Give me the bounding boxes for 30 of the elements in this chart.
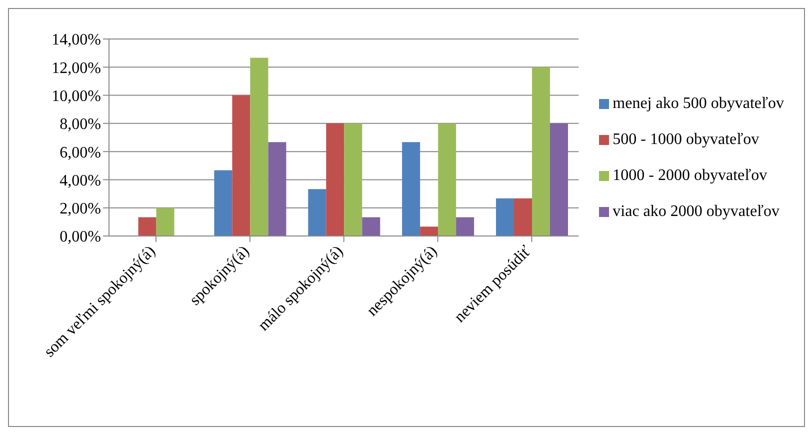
bar <box>268 142 286 236</box>
bar <box>250 58 268 236</box>
legend-label: viac ako 2000 obyvateľov <box>612 202 780 220</box>
bar <box>420 226 438 236</box>
bar <box>326 123 344 236</box>
bar <box>438 123 456 236</box>
y-tick-label: 8,00% <box>60 116 101 134</box>
bar <box>532 67 550 236</box>
bar <box>214 170 232 236</box>
bar <box>496 198 514 236</box>
bar <box>402 142 420 236</box>
y-tick-label: 10,00% <box>52 88 101 105</box>
y-tick-label: 12,00% <box>52 60 101 77</box>
bar <box>514 198 532 236</box>
bar <box>362 217 380 236</box>
legend-label: menej ako 500 obyvateľov <box>612 94 784 112</box>
bar <box>308 189 326 236</box>
bar <box>156 208 174 236</box>
y-tick-label: 0,00% <box>60 228 101 246</box>
bar <box>456 217 474 236</box>
y-tick-label: 6,00% <box>60 144 101 162</box>
bar <box>138 217 156 236</box>
legend-label: 1000 - 2000 obyvateľov <box>612 166 768 184</box>
bar <box>550 123 568 236</box>
y-tick-label: 2,00% <box>60 200 101 218</box>
bar <box>344 123 362 236</box>
legend-label: 500 - 1000 obyvateľov <box>612 130 760 148</box>
y-tick-label: 14,00% <box>52 32 101 49</box>
bar <box>232 95 250 236</box>
y-tick-label: 4,00% <box>60 172 101 190</box>
